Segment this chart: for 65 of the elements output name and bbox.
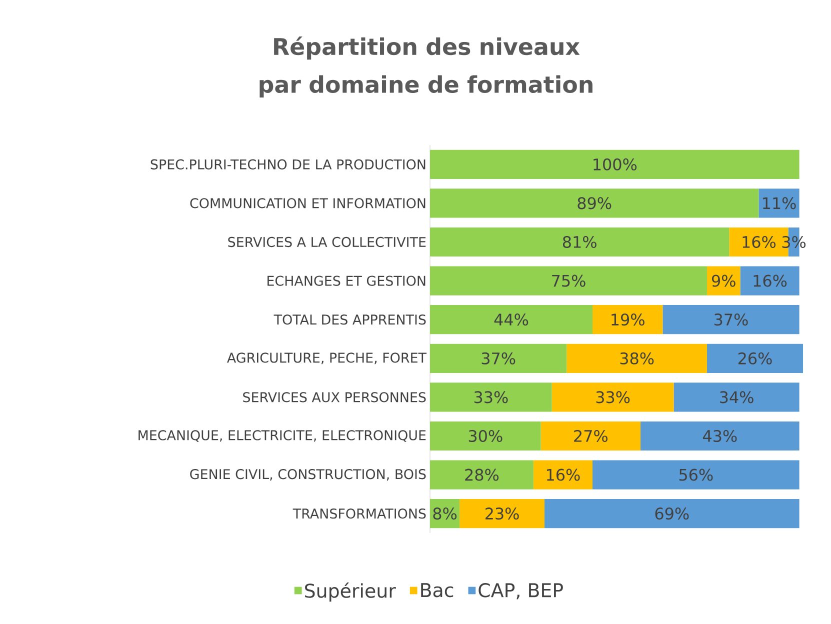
y-tick-label: SPEC.PLURI-TECHNO DE LA PRODUCTION: [150, 159, 426, 170]
data-label: 33%: [596, 391, 630, 404]
bar: [706, 266, 740, 296]
data-label: 37%: [482, 352, 516, 364]
data-label: 69%: [655, 508, 689, 520]
bar: [430, 344, 567, 373]
data-label: 75%: [552, 274, 586, 287]
bar: [552, 382, 674, 412]
bar: [430, 305, 593, 334]
data-label: 28%: [465, 468, 499, 481]
bar: [430, 460, 534, 490]
legend-label: Supérieur: [305, 582, 396, 602]
y-tick-label: AGRICULTURE, PECHE, FORET: [227, 352, 427, 364]
data-label: 33%: [474, 391, 508, 404]
data-label: 56%: [679, 468, 713, 481]
bar: [740, 266, 800, 296]
legend-label: CAP, BEP: [478, 583, 563, 600]
y-tick-label: MECANIQUE, ELECTRICITE, ELECTRONIQUE: [138, 430, 426, 442]
bar: [430, 382, 552, 412]
bar: [533, 460, 593, 490]
y-tick-label: SERVICES A LA COLLECTIVITE: [228, 236, 426, 248]
data-label: 89%: [578, 197, 612, 210]
bar: [758, 188, 800, 218]
bar: [430, 421, 541, 451]
y-tick-label: ECHANGES ET GESTION: [268, 276, 426, 286]
data-label: 100%: [594, 158, 637, 170]
bar: [640, 421, 800, 451]
data-label: 23%: [485, 508, 519, 520]
legend-label: Bac: [421, 583, 454, 598]
bar: [592, 460, 800, 490]
y-tick-label: TOTAL DES APPRENTIS: [274, 314, 426, 325]
data-label: 26%: [738, 352, 772, 364]
y-tick-label: TRANSFORMATIONS: [292, 508, 426, 519]
data-label: 9%: [712, 274, 736, 287]
data-label: 37%: [714, 314, 748, 326]
y-tick-label: SERVICES AUX PERSONNES: [243, 392, 426, 402]
bar: [460, 499, 544, 528]
bar: [544, 499, 800, 528]
bar: [430, 188, 759, 218]
bar: [566, 344, 707, 373]
chart-title: Répartition des niveaux par domaine de formation: [260, 36, 592, 98]
bar: [430, 266, 707, 296]
bar: [662, 305, 800, 334]
data-label: 3%: [782, 236, 806, 248]
data-label: 19%: [612, 314, 644, 326]
y-tick-label: COMMUNICATION ET INFORMATION: [190, 198, 426, 208]
data-label: 11%: [763, 197, 796, 210]
bar: [706, 344, 804, 373]
data-label: 81%: [562, 236, 596, 248]
bar: [430, 227, 730, 257]
bar: [430, 150, 800, 179]
data-label: 43%: [702, 430, 737, 442]
data-label: 44%: [494, 314, 528, 326]
data-label: 16%: [742, 236, 776, 248]
bar: [540, 421, 641, 451]
data-label: 34%: [720, 391, 754, 404]
data-label: 8%: [433, 508, 457, 520]
data-label: 38%: [620, 352, 654, 364]
bar: [592, 305, 663, 334]
data-label: 16%: [546, 468, 580, 481]
bar: [674, 382, 800, 412]
data-label: 27%: [574, 430, 608, 442]
y-tick-label: GENIE CIVIL, CONSTRUCTION, BOIS: [190, 469, 426, 481]
data-label: 16%: [754, 274, 787, 287]
data-label: 30%: [468, 430, 502, 442]
